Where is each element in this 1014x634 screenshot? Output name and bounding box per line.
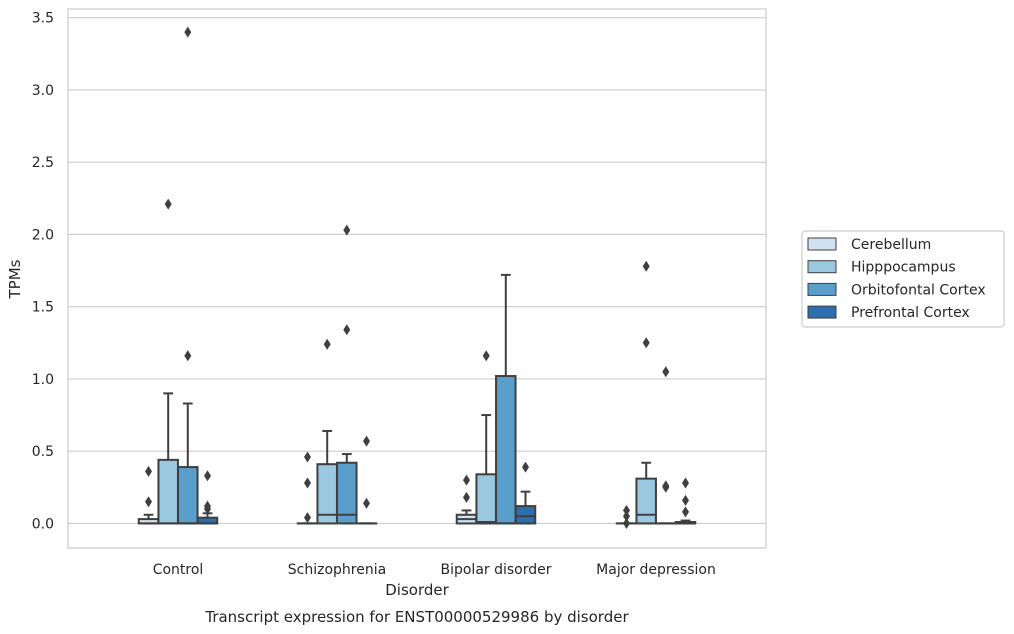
box-iqr <box>336 461 358 525</box>
outlier-point <box>304 477 311 489</box>
outlier-point <box>145 496 152 508</box>
outlier-point <box>145 465 152 477</box>
box-0-3 <box>196 470 219 525</box>
outlier-point <box>343 224 351 236</box>
box-3-0 <box>615 504 638 529</box>
y-tick-label: 0.0 <box>32 516 54 532</box>
y-tick-label: 3.5 <box>32 11 54 27</box>
outlier-point <box>323 338 331 350</box>
outlier-point <box>662 480 670 492</box>
outlier-point <box>623 510 630 522</box>
x-tick-label: Bipolar disorder <box>440 562 551 578</box>
box-iqr <box>177 466 199 525</box>
legend-swatch <box>807 282 837 296</box>
outlier-point <box>363 497 370 509</box>
legend-label: Orbitofontal Cortex <box>851 282 986 298</box>
outlier-point <box>184 350 192 362</box>
box-series <box>137 26 697 529</box>
outlier-point <box>463 474 470 486</box>
y-tick-label: 1.0 <box>32 372 54 388</box>
y-tick-label: 0.5 <box>32 444 54 460</box>
legend-label: Prefrontal Cortex <box>851 305 970 321</box>
outlier-point <box>482 350 490 362</box>
box-0-2 <box>177 26 199 525</box>
outlier-point <box>204 470 211 482</box>
box-1-2 <box>336 224 358 525</box>
box-2-3 <box>514 461 537 525</box>
outlier-point <box>304 512 311 524</box>
y-tick-label: 3.0 <box>32 83 54 99</box>
outlier-point <box>304 451 311 463</box>
x-tick-label: Major depression <box>596 562 716 578</box>
box-iqr <box>514 505 537 525</box>
y-tick-label: 2.0 <box>32 227 54 243</box>
box-1-3 <box>355 435 378 525</box>
outlier-point <box>642 260 650 272</box>
outlier-point <box>522 461 529 473</box>
chart-caption: Transcript expression for ENST0000052998… <box>204 608 629 626</box>
outlier-point <box>463 491 470 503</box>
x-axis-ticks: Control Schizophrenia Bipolar disorder Majo… <box>153 562 716 578</box>
box-1-0 <box>296 451 319 525</box>
legend-swatch <box>807 237 837 251</box>
x-tick-label: Control <box>153 562 204 578</box>
box-0-0 <box>137 465 160 525</box>
outlier-point <box>363 435 370 447</box>
box-2-2 <box>495 273 517 525</box>
outlier-point <box>623 504 630 516</box>
outlier-point <box>343 324 351 336</box>
box-iqr <box>157 458 179 525</box>
outlier-point <box>662 366 670 378</box>
plot-frame <box>67 8 767 549</box>
y-axis-ticks: 0.0 0.5 1.0 1.5 2.0 2.5 3.0 3.5 <box>32 11 54 533</box>
outlier-point <box>682 506 689 518</box>
box-3-3 <box>674 477 697 525</box>
outlier-point <box>164 198 172 210</box>
y-tick-label: 2.5 <box>32 155 54 171</box>
outlier-point <box>682 477 689 489</box>
legend-frame <box>801 230 1005 328</box>
box-iqr <box>495 375 517 525</box>
box-iqr <box>635 477 657 525</box>
outlier-point <box>682 494 689 506</box>
y-axis-label: TPMs <box>6 259 24 299</box>
box-1-1 <box>316 338 338 525</box>
outlier-point <box>623 517 630 529</box>
box-2-1 <box>475 350 497 525</box>
y-tick-label: 1.5 <box>32 300 54 316</box>
box-3-2 <box>655 366 677 525</box>
box-iqr <box>475 473 497 525</box>
x-tick-label: Schizophrenia <box>288 562 386 578</box>
legend-swatch <box>807 260 837 274</box>
outlier-point <box>204 500 211 512</box>
legend-label: Cerebellum <box>851 237 931 253</box>
legend-swatch <box>807 305 837 319</box>
box-3-1 <box>635 260 657 525</box>
box-0-1 <box>157 198 179 525</box>
x-axis-label: Disorder <box>385 581 449 599</box>
legend: Cerebellum Hipppocampus Orbitofontal Corte… <box>801 230 1005 328</box>
gridlines <box>68 17 766 525</box>
legend-label: Hipppocampus <box>851 260 956 276</box>
box-2-0 <box>455 474 478 525</box>
outlier-point <box>184 26 192 38</box>
outlier-point <box>642 337 650 349</box>
